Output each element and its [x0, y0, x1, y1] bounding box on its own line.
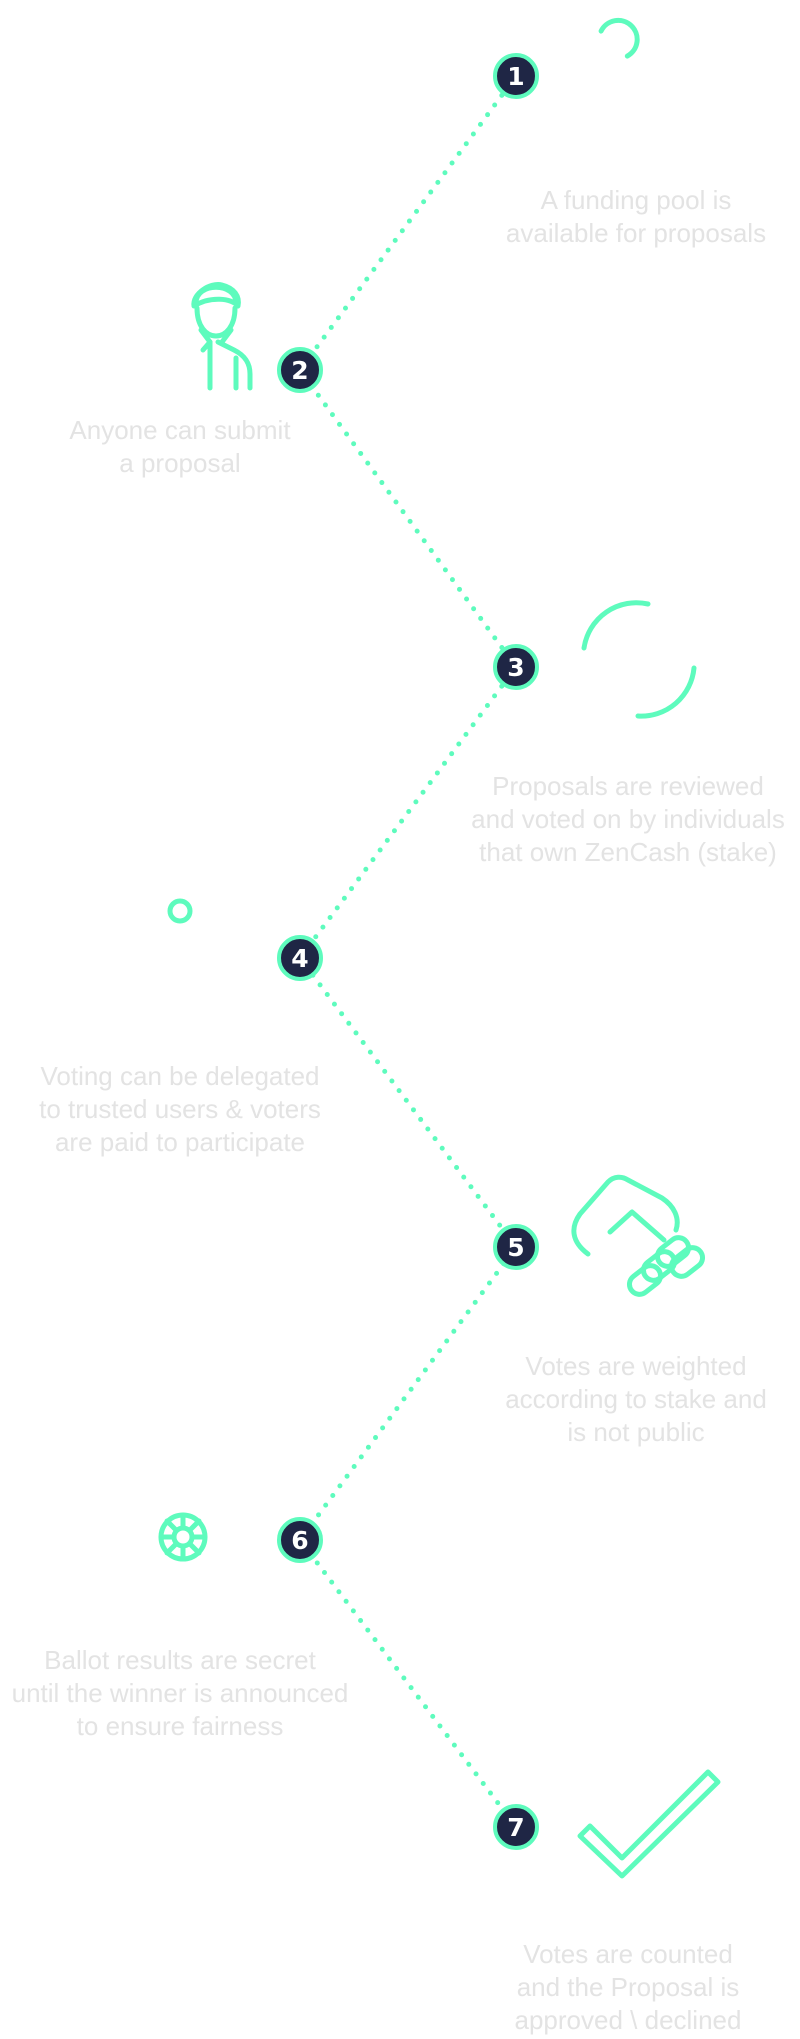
- step-node-6: 6: [277, 1517, 323, 1563]
- step-7-label: Votes are counted and the Proposal is ap…: [514, 1939, 742, 2035]
- step-1-label: A funding pool is available for proposal…: [505, 185, 767, 248]
- step-3-label: Proposals are reviewed and voted on by i…: [471, 771, 785, 867]
- person-icon: [191, 282, 253, 391]
- step-4-label: Voting can be delegated to trusted users…: [39, 1061, 321, 1157]
- step-2-label: Anyone can submit a proposal: [69, 415, 291, 478]
- step-node-2: 2: [277, 347, 323, 393]
- step-node-5: 5: [493, 1224, 539, 1270]
- circle-arc-icon: [598, 17, 640, 59]
- small-circle-icon: [167, 898, 193, 924]
- step-node-7: 7: [493, 1804, 539, 1850]
- step-number: 2: [291, 356, 308, 385]
- step-5-label: Votes are weighted according to stake an…: [505, 1351, 767, 1447]
- step-node-4: 4: [277, 935, 323, 981]
- step-number: 6: [291, 1526, 308, 1555]
- step-number: 5: [507, 1233, 524, 1262]
- circle-arc-icon: [581, 600, 697, 719]
- step-node-1: 1: [493, 53, 539, 99]
- step-number: 4: [291, 944, 308, 973]
- step-number: 7: [507, 1813, 524, 1842]
- step-number: 3: [507, 653, 524, 682]
- hand-icon: [571, 1174, 706, 1297]
- checkmark-icon: [577, 1769, 721, 1879]
- wheel-icon: [158, 1512, 208, 1562]
- dotted-connector: [296, 73, 520, 1830]
- step-number: 1: [507, 62, 524, 91]
- step-node-3: 3: [493, 644, 539, 690]
- step-6-label: Ballot results are secret until the winn…: [11, 1645, 349, 1741]
